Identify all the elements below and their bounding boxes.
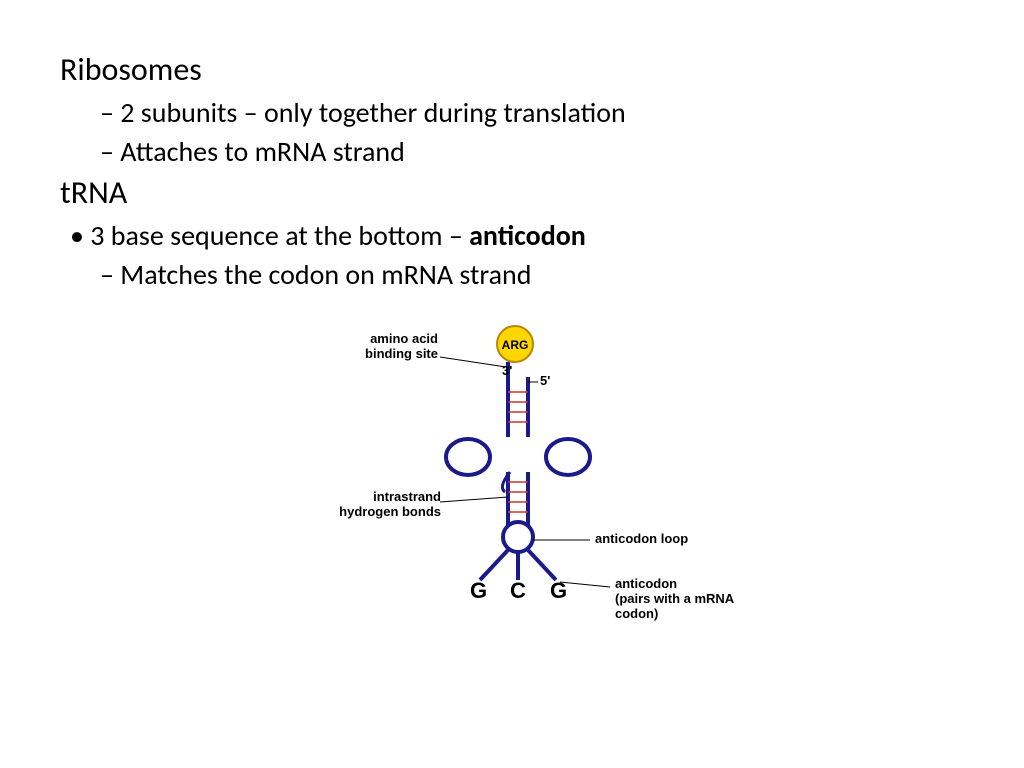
base-3: G (550, 578, 567, 604)
t-loop (546, 439, 590, 475)
base-1: G (470, 578, 487, 604)
anticodon-loop-shape (503, 522, 533, 552)
heading-trna: tRNA (60, 173, 1024, 212)
label-intrastrand: intrastrandhydrogen bonds (336, 490, 441, 520)
heading-ribosomes: Ribosomes (60, 50, 1024, 89)
d-loop (446, 439, 490, 475)
label-5prime: 5' (540, 374, 550, 389)
arg-text: ARG (502, 338, 529, 352)
label-amino-acid: amino acidbinding site (350, 332, 438, 362)
bullet-anticodon-text: 3 base sequence at the bottom – (90, 218, 469, 253)
bullet-anticodon: 3 base sequence at the bottom – anticodo… (70, 218, 1024, 253)
sub-matches-codon: Matches the codon on mRNA strand (100, 257, 1024, 292)
sub-2-subunits: 2 subunits – only together during transl… (100, 95, 1024, 130)
bullet-anticodon-bold: anticodon (469, 218, 586, 253)
sub-attaches: Attaches to mRNA strand (100, 134, 1024, 169)
trna-diagram: ARG amino (310, 322, 810, 652)
label-anticodon-loop: anticodon loop (595, 532, 688, 547)
base-2: C (510, 578, 526, 604)
label-3prime: 3' (502, 364, 512, 379)
label-anticodon: anticodon(pairs with a mRNAcodon) (615, 577, 734, 622)
